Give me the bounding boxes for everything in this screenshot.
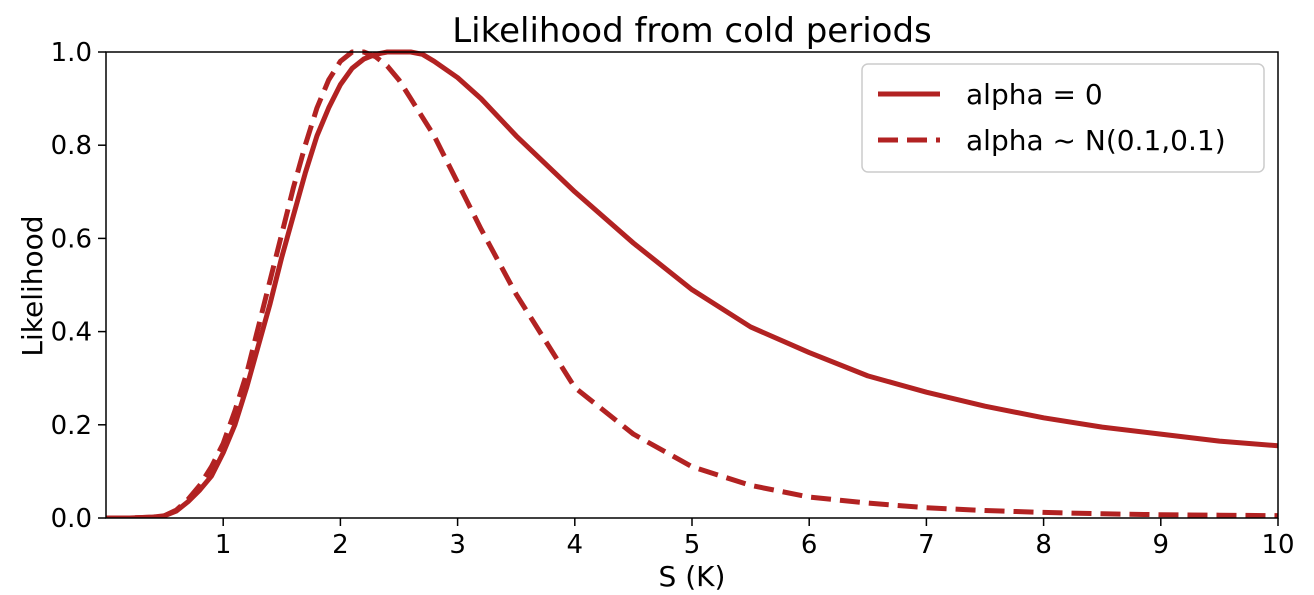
x-tick-label: 10 bbox=[1261, 530, 1294, 560]
legend-label: alpha = 0 bbox=[966, 78, 1103, 111]
x-tick-label: 8 bbox=[1035, 530, 1052, 560]
y-axis-label: Likelihood bbox=[16, 215, 49, 356]
x-tick-label: 1 bbox=[215, 530, 232, 560]
x-axis-label: S (K) bbox=[659, 560, 726, 593]
x-tick-label: 4 bbox=[567, 530, 584, 560]
legend-label: alpha ~ N(0.1,0.1) bbox=[966, 124, 1226, 157]
y-tick-label: 0.6 bbox=[51, 224, 92, 254]
series-group bbox=[106, 49, 1278, 518]
series-line-dashed bbox=[106, 49, 1278, 518]
y-tick-label: 0.4 bbox=[51, 318, 92, 348]
y-tick-label: 1.0 bbox=[51, 38, 92, 68]
x-tick-label: 7 bbox=[918, 530, 935, 560]
x-tick-label: 5 bbox=[684, 530, 701, 560]
legend-box bbox=[861, 63, 1265, 173]
chart-title: Likelihood from cold periods bbox=[452, 11, 932, 51]
x-tick-label: 9 bbox=[1153, 530, 1170, 560]
y-tick-label: 0.8 bbox=[51, 131, 92, 161]
y-tick-label: 0.0 bbox=[51, 504, 92, 534]
x-tick-label: 2 bbox=[332, 530, 349, 560]
x-tick-label: 3 bbox=[449, 530, 466, 560]
x-tick-label: 6 bbox=[801, 530, 818, 560]
y-tick-label: 0.2 bbox=[51, 411, 92, 441]
